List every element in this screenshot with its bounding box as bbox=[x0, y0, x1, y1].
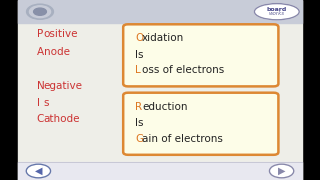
Text: ◀: ◀ bbox=[35, 166, 42, 176]
Text: xidation: xidation bbox=[142, 33, 184, 43]
Text: works: works bbox=[269, 11, 285, 16]
Text: ain of electrons: ain of electrons bbox=[142, 134, 223, 145]
Circle shape bbox=[26, 164, 51, 178]
Text: A: A bbox=[37, 47, 44, 57]
Bar bbox=[18, 162, 302, 180]
Bar bbox=[18, 0, 302, 180]
Text: oss of electrons: oss of electrons bbox=[142, 65, 224, 75]
Text: node: node bbox=[44, 47, 70, 57]
Text: Is: Is bbox=[135, 50, 144, 60]
Text: s: s bbox=[44, 98, 49, 108]
Text: eduction: eduction bbox=[142, 102, 188, 112]
Text: C: C bbox=[37, 114, 44, 124]
Text: ▶: ▶ bbox=[278, 166, 285, 176]
Text: L: L bbox=[135, 65, 141, 75]
Circle shape bbox=[29, 6, 51, 18]
Text: egative: egative bbox=[44, 81, 83, 91]
Bar bbox=[18, 0, 302, 23]
Text: N: N bbox=[37, 81, 44, 91]
Text: I: I bbox=[37, 98, 40, 108]
Text: athode: athode bbox=[44, 114, 80, 124]
FancyBboxPatch shape bbox=[123, 93, 278, 155]
Text: board: board bbox=[267, 7, 287, 12]
Circle shape bbox=[34, 8, 46, 15]
Text: P: P bbox=[37, 29, 43, 39]
Text: Is: Is bbox=[135, 118, 144, 128]
Text: R: R bbox=[135, 102, 142, 112]
Text: ositive: ositive bbox=[44, 29, 78, 39]
Text: G: G bbox=[135, 134, 143, 145]
Circle shape bbox=[27, 4, 53, 19]
Circle shape bbox=[269, 164, 294, 178]
Text: O: O bbox=[135, 33, 143, 43]
FancyBboxPatch shape bbox=[123, 24, 278, 86]
Ellipse shape bbox=[254, 4, 299, 20]
